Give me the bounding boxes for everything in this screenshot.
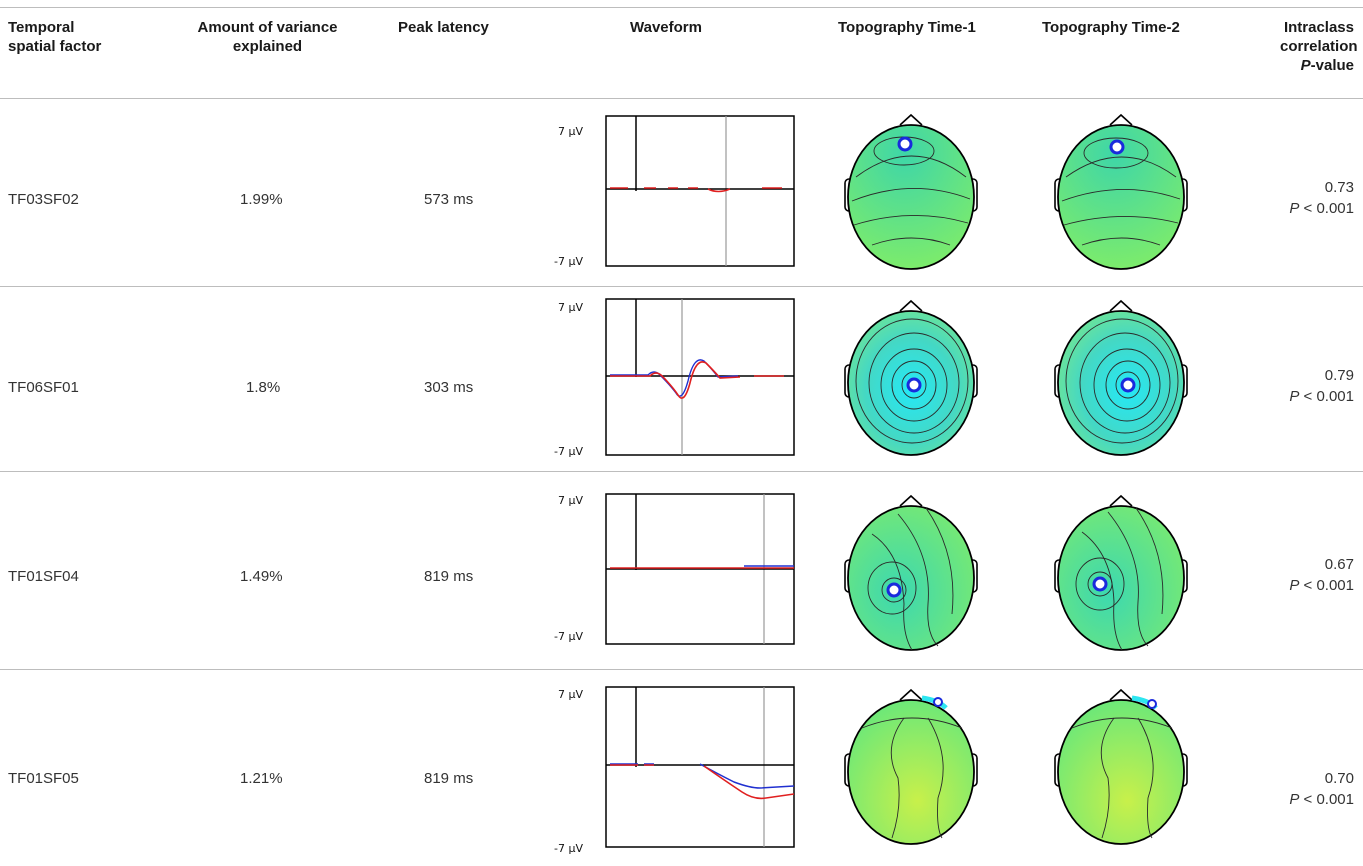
waveform-ymin-label: -7 µV <box>554 842 583 855</box>
waveform-plot: 7 µV -7 µV <box>554 493 795 645</box>
icc-cell: 0.70 P < 0.001 <box>1289 770 1354 808</box>
factor-cell: TF06SF01 <box>8 379 79 396</box>
topography-time1 <box>844 494 978 651</box>
topography-time2 <box>1054 494 1188 651</box>
waveform-ymax-label: 7 µV <box>558 125 583 138</box>
topography-time2 <box>1054 113 1188 270</box>
variance-cell: 1.49% <box>240 568 283 585</box>
factor-cell: TF03SF02 <box>8 191 79 208</box>
row-rule <box>0 471 1363 472</box>
waveform-ymax-label: 7 µV <box>558 688 583 701</box>
waveform-ymin-label: -7 µV <box>554 445 583 457</box>
topography-time1 <box>844 299 978 456</box>
table-header: Temporal spatial factor Amount of varian… <box>0 0 1363 98</box>
waveform-ymin-label: -7 µV <box>554 255 583 268</box>
topography-time2 <box>1054 299 1188 456</box>
topography-time1 <box>844 113 978 270</box>
topography-time1 <box>844 688 978 845</box>
table-row: TF01SF05 1.21% 819 ms 7 µV -7 µV <box>0 670 1363 866</box>
latency-cell: 819 ms <box>424 568 474 585</box>
waveform-ymax-label: 7 µV <box>558 494 583 507</box>
waveform-ymin-label: -7 µV <box>554 630 583 643</box>
variance-cell: 1.99% <box>240 191 283 208</box>
table-row: TF01SF04 1.49% 819 ms 7 µV -7 µV <box>0 472 1363 667</box>
row-rule <box>0 286 1363 287</box>
header-waveform: Waveform <box>630 19 702 36</box>
icc-cell: 0.73 P < 0.001 <box>1289 179 1354 217</box>
latency-cell: 573 ms <box>424 191 474 208</box>
header-topography-1: Topography Time-1 <box>838 19 976 36</box>
header-latency: Peak latency <box>398 19 489 36</box>
latency-cell: 303 ms <box>424 379 474 396</box>
table-row: TF06SF01 1.8% 303 ms 7 µV -7 µV <box>0 287 1363 470</box>
icc-cell: 0.67 P < 0.001 <box>1289 556 1354 594</box>
variance-cell: 1.8% <box>246 379 281 396</box>
header-topography-2: Topography Time-2 <box>1042 19 1180 36</box>
waveform-plot: 7 µV -7 µV <box>554 298 795 457</box>
header-variance: Amount of variance explained <box>197 19 338 55</box>
waveform-plot: 7 µV -7 µV <box>554 115 795 268</box>
latency-cell: 819 ms <box>424 770 474 787</box>
header-icc: Intraclass correlation P-value <box>1280 19 1358 74</box>
top-rule <box>0 7 1363 8</box>
row-rule <box>0 669 1363 670</box>
table-row: TF03SF02 1.99% 573 ms 7 µV -7 µV <box>0 99 1363 285</box>
factor-cell: TF01SF05 <box>8 770 79 787</box>
header-factor: Temporal spatial factor <box>8 19 102 55</box>
waveform-plot: 7 µV -7 µV <box>554 686 795 855</box>
factor-cell: TF01SF04 <box>8 568 79 585</box>
variance-cell: 1.21% <box>240 770 283 787</box>
icc-cell: 0.79 P < 0.001 <box>1289 367 1354 405</box>
waveform-ymax-label: 7 µV <box>558 301 583 314</box>
header-rule <box>0 98 1363 99</box>
topography-time2 <box>1054 688 1188 845</box>
